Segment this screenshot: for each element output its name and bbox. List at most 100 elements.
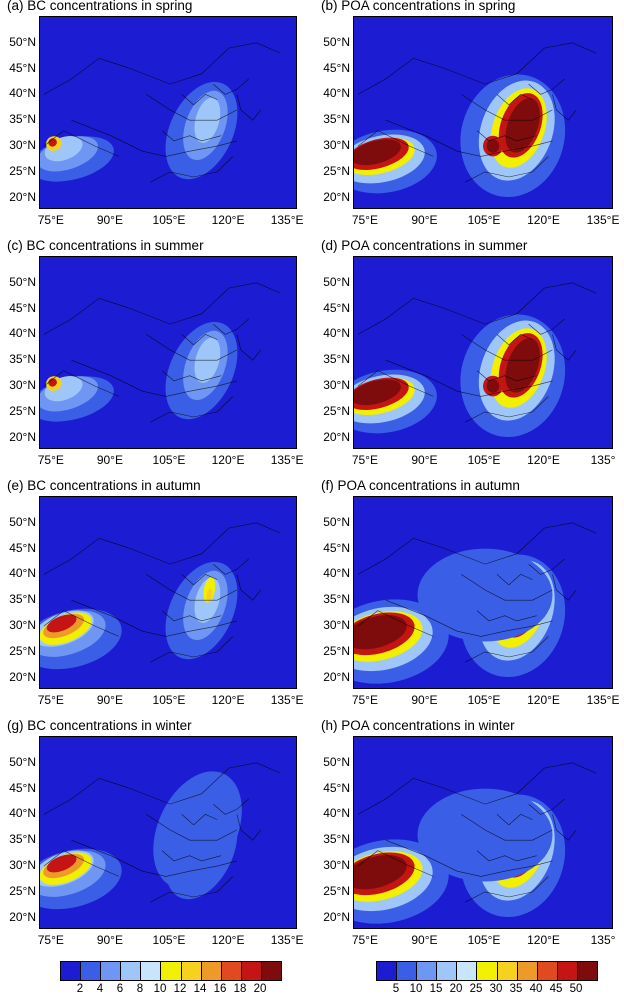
boundary-line <box>357 522 597 575</box>
colorbar-segment <box>497 962 518 980</box>
lat-label: 20°N <box>323 189 350 204</box>
lat-label: 50°N <box>9 274 36 289</box>
boundary-line <box>385 599 553 637</box>
boundary-line <box>461 814 553 841</box>
boundary-line <box>385 359 553 397</box>
concentration-map <box>39 16 297 209</box>
colorbar-segment <box>417 962 438 980</box>
boundary-line <box>357 610 434 637</box>
boundary-line <box>236 574 261 601</box>
map-panel-a: (a) BC concentrations in spring 50°N 45°N 4… <box>0 0 307 240</box>
boundary-line <box>146 334 238 361</box>
lon-label: 135°E <box>270 933 304 947</box>
panel-title: (g) BC concentrations in winter <box>7 718 192 733</box>
lat-label: 50°N <box>323 274 350 289</box>
lat-label: 25°N <box>9 163 36 178</box>
boundary-line <box>43 522 281 575</box>
boundary-line <box>461 94 553 121</box>
concentration-contour <box>486 139 500 153</box>
boundary-line <box>461 334 553 361</box>
lat-label: 25°N <box>9 643 36 658</box>
map-canvas <box>40 497 296 688</box>
boundary-line <box>476 610 537 622</box>
lat-label: 35°N <box>323 592 350 607</box>
colorbar-segment <box>557 962 578 980</box>
lat-label: 30°N <box>323 138 350 153</box>
lon-label: 75°E <box>351 453 378 467</box>
colorbar-tick: 30 <box>489 983 503 995</box>
lon-label: 75°E <box>37 213 64 227</box>
colorbar-tick: 2 <box>76 983 84 995</box>
concentration-contour <box>354 379 401 406</box>
lat-label: 50°N <box>323 514 350 529</box>
lat-label: 20°N <box>9 429 36 444</box>
boundary-line <box>552 334 577 361</box>
boundary-line <box>236 94 261 121</box>
lat-label: 40°N <box>323 86 350 101</box>
lat-label: 30°N <box>323 618 350 633</box>
lon-label: 120°E <box>211 933 245 947</box>
colorbar-tick: 8 <box>136 983 144 995</box>
boundary-line <box>528 558 565 575</box>
background-field <box>40 17 296 208</box>
colorbar-tick: 10 <box>409 983 423 995</box>
lon-label: 135°E <box>270 453 304 467</box>
boundary-line <box>213 78 249 95</box>
map-panel-d: (d) POA concentrations in summer 50°N 45°N… <box>313 238 623 480</box>
lon-label: 90°E <box>411 693 438 707</box>
colorbar-tick: 20 <box>253 983 267 995</box>
colorbar-segment <box>201 962 222 980</box>
lat-label: 20°N <box>323 909 350 924</box>
lon-label: 90°E <box>411 453 438 467</box>
map-panel-c: (c) BC concentrations in summer 50°N 45°N 4… <box>0 238 307 480</box>
lat-label: 45°N <box>323 300 350 315</box>
lat-label: 50°N <box>9 34 36 49</box>
boundary-line <box>357 370 434 397</box>
boundary-line <box>528 78 565 95</box>
colorbar-segment <box>81 962 102 980</box>
boundary-line <box>464 876 549 903</box>
lon-label: 135°E <box>270 213 304 227</box>
concentration-contour <box>354 615 407 650</box>
lat-label: 45°N <box>323 780 350 795</box>
lon-label: 135° <box>590 933 616 947</box>
boundary-line <box>43 42 281 95</box>
lat-label: 40°N <box>9 566 36 581</box>
boundary-line <box>496 94 533 106</box>
colorbar-tick: 14 <box>193 983 207 995</box>
colorbar-tick: 20 <box>449 983 463 995</box>
boundary-line <box>71 359 237 397</box>
lon-label: 105°E <box>152 693 186 707</box>
boundary-line <box>181 334 218 346</box>
concentration-contour <box>505 98 540 153</box>
concentration-map <box>353 496 613 689</box>
map-panel-h: (h) POA concentrations in winter 50°N 45°N… <box>313 718 623 960</box>
boundary-line <box>496 574 533 586</box>
boundary-line <box>461 574 553 601</box>
boundary-line <box>552 574 577 601</box>
boundary-line <box>150 156 234 183</box>
boundary-line <box>476 130 537 142</box>
lat-label: 25°N <box>323 883 350 898</box>
lon-label: 90°E <box>96 933 123 947</box>
boundary-line <box>464 396 549 423</box>
lat-label: 20°N <box>323 669 350 684</box>
concentration-map <box>39 256 297 449</box>
lon-label: 105°E <box>467 213 501 227</box>
panel-title: (e) BC concentrations in autumn <box>7 478 201 493</box>
colorbar-tick: 35 <box>509 983 523 995</box>
bc-colorbar <box>60 961 282 981</box>
panel-title: (c) BC concentrations in summer <box>7 238 204 253</box>
lat-label: 25°N <box>9 403 36 418</box>
lat-label: 30°N <box>9 618 36 633</box>
lat-label: 45°N <box>9 780 36 795</box>
boundary-line <box>71 599 237 637</box>
concentration-map <box>39 496 297 689</box>
lat-label: 25°N <box>9 883 36 898</box>
map-panel-b: (b) POA concentrations in spring 50°N 45°N… <box>313 0 623 240</box>
boundary-line <box>357 762 597 815</box>
colorbar-segment <box>101 962 122 980</box>
lon-label: 120°E <box>211 453 245 467</box>
colorbar-tick: 40 <box>529 983 543 995</box>
boundary-line <box>213 798 249 815</box>
